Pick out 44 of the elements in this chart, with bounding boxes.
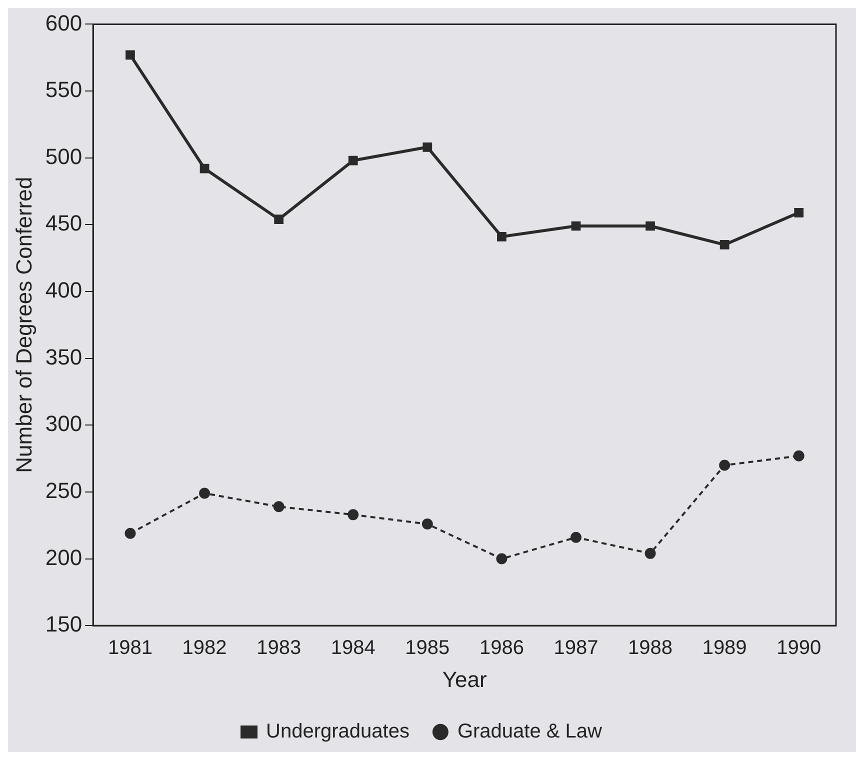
legend-label: Graduate & Law bbox=[457, 720, 603, 743]
x-tick-label: 1984 bbox=[330, 637, 376, 660]
x-tick-label: 1989 bbox=[702, 637, 747, 660]
y-tick-label: 550 bbox=[45, 77, 82, 102]
x-tick-label: 1982 bbox=[182, 637, 227, 660]
x-tick-label: 1987 bbox=[554, 637, 598, 660]
y-tick-label: 250 bbox=[45, 478, 82, 504]
point bbox=[274, 214, 284, 224]
point bbox=[793, 450, 804, 462]
y-tick-label: 200 bbox=[45, 544, 82, 570]
point bbox=[646, 221, 655, 231]
point bbox=[126, 50, 135, 60]
point bbox=[422, 142, 432, 152]
y-tick-label: 350 bbox=[45, 344, 82, 370]
point bbox=[124, 528, 136, 539]
point bbox=[644, 548, 656, 559]
point bbox=[199, 488, 210, 499]
legend-label: Undergraduates bbox=[266, 720, 410, 743]
point bbox=[571, 221, 581, 231]
x-tick-label: 1986 bbox=[479, 637, 524, 660]
point bbox=[273, 501, 284, 512]
point bbox=[497, 232, 506, 242]
point bbox=[719, 460, 730, 471]
y-tick-label: 500 bbox=[45, 144, 82, 169]
point bbox=[348, 156, 358, 166]
point bbox=[348, 509, 359, 520]
x-axis-title: Year bbox=[442, 666, 487, 692]
x-tick-label: 1983 bbox=[256, 637, 302, 660]
y-tick-label: 400 bbox=[45, 278, 82, 303]
point bbox=[720, 240, 730, 250]
x-tick-label: 1985 bbox=[405, 637, 450, 660]
point bbox=[200, 164, 210, 174]
point bbox=[570, 532, 582, 543]
x-tick-label: 1988 bbox=[628, 637, 673, 660]
y-axis-title: Number of Degrees Conferred bbox=[11, 176, 36, 473]
x-tick-label: 1990 bbox=[776, 637, 822, 660]
y-tick-label: 300 bbox=[45, 411, 82, 436]
point bbox=[794, 208, 804, 218]
point bbox=[496, 553, 508, 564]
x-tick-label: 1981 bbox=[108, 637, 152, 660]
point bbox=[422, 518, 433, 530]
y-tick-label: 600 bbox=[45, 10, 82, 36]
y-tick-label: 450 bbox=[45, 210, 82, 236]
y-tick-label: 150 bbox=[45, 612, 82, 637]
